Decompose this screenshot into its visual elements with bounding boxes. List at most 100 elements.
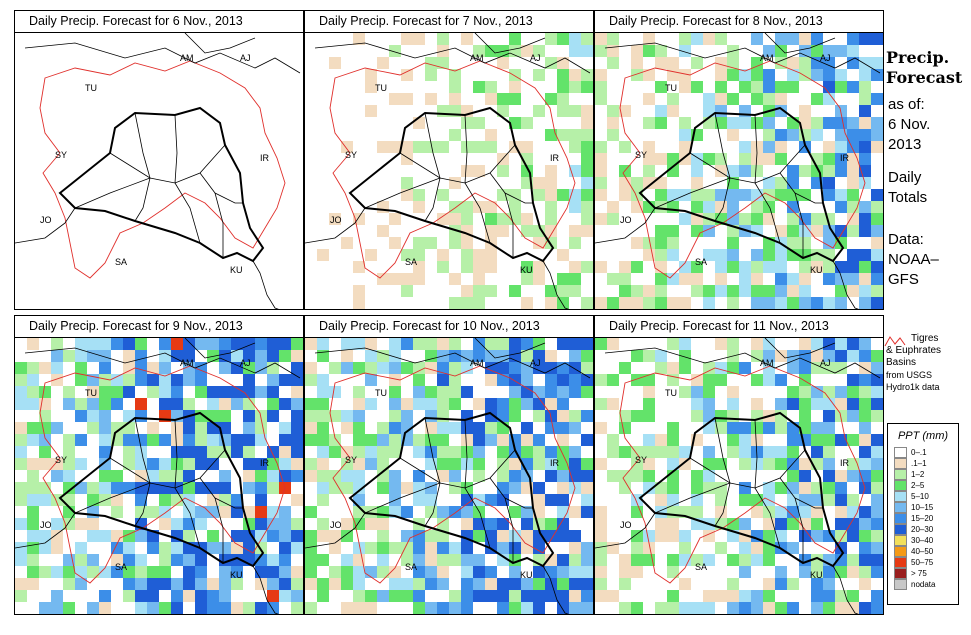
precip-cell — [691, 554, 703, 566]
precip-cell — [847, 374, 859, 386]
legend-item: 15–20 — [894, 513, 958, 524]
precip-cell — [871, 542, 883, 554]
precip-cell — [147, 422, 159, 434]
precip-cell — [159, 542, 171, 554]
precip-cell — [267, 374, 279, 386]
precip-cell — [775, 261, 787, 273]
precip-cell — [545, 590, 557, 602]
precip-cell — [329, 362, 341, 374]
precip-cell — [775, 81, 787, 93]
country-label-tu: TU — [85, 388, 97, 398]
precip-cell — [643, 434, 655, 446]
precip-cell — [449, 177, 461, 189]
precip-cell — [787, 225, 799, 237]
legend-label: 1–2 — [911, 470, 925, 479]
precip-cell — [859, 153, 871, 165]
precip-cell — [413, 273, 425, 285]
precip-cell — [859, 249, 871, 261]
precip-cells — [15, 338, 303, 614]
precip-cells — [305, 338, 593, 614]
legend-swatch — [894, 579, 907, 590]
precip-cell — [751, 297, 763, 309]
precip-cell — [739, 566, 751, 578]
country-label-sy: SY — [345, 455, 357, 465]
precip-cell — [291, 494, 303, 506]
precip-cell — [341, 410, 353, 422]
precip-cell — [461, 285, 473, 297]
precip-cell — [509, 410, 521, 422]
precip-cell — [581, 410, 593, 422]
precip-cell — [255, 530, 267, 542]
precip-cell — [329, 446, 341, 458]
precip-cell — [703, 446, 715, 458]
precip-cell — [27, 398, 39, 410]
panel-title: Daily Precip. Forecast for 11 Nov., 2013 — [595, 316, 883, 338]
precip-cell — [87, 602, 99, 614]
precip-cell — [317, 470, 329, 482]
precip-cell — [449, 446, 461, 458]
country-label-ku: KU — [810, 265, 823, 275]
precip-cell — [413, 374, 425, 386]
precip-cell — [691, 261, 703, 273]
precip-cell — [715, 261, 727, 273]
precip-cell — [111, 470, 123, 482]
precip-cell — [679, 45, 691, 57]
precip-cell — [545, 33, 557, 45]
precip-cell — [111, 554, 123, 566]
precip-cell — [835, 386, 847, 398]
precip-cell — [871, 129, 883, 141]
precip-cell — [763, 338, 775, 350]
precip-cell — [329, 57, 341, 69]
precip-cell — [545, 530, 557, 542]
precip-cell — [377, 518, 389, 530]
legend-item: 0–.1 — [894, 447, 958, 458]
precip-cell — [823, 177, 835, 189]
precip-cell — [195, 602, 207, 614]
precip-cell — [279, 374, 291, 386]
precip-cell — [715, 362, 727, 374]
precip-cell — [679, 297, 691, 309]
precip-cell — [545, 129, 557, 141]
precip-cell — [569, 45, 581, 57]
precip-cell — [425, 602, 437, 614]
precip-cell — [255, 470, 267, 482]
precip-cell — [63, 566, 75, 578]
precip-cell — [643, 386, 655, 398]
precip-cell — [775, 33, 787, 45]
precip-cell — [787, 249, 799, 261]
panel-title: Daily Precip. Forecast for 8 Nov., 2013 — [595, 11, 883, 33]
precip-cell — [219, 362, 231, 374]
precip-cell — [533, 578, 545, 590]
precip-cell — [377, 554, 389, 566]
precip-cell — [607, 57, 619, 69]
precip-cell — [341, 458, 353, 470]
forecast-panel-3: Daily Precip. Forecast for 8 Nov., 2013 A… — [594, 10, 884, 310]
precip-cell — [847, 410, 859, 422]
precip-cell — [401, 177, 413, 189]
country-label-ir: IR — [550, 458, 560, 468]
precip-cell — [365, 81, 377, 93]
precip-cell — [871, 434, 883, 446]
precip-cell — [763, 590, 775, 602]
precip-cell — [703, 285, 715, 297]
precip-cell — [787, 165, 799, 177]
precip-cell — [401, 578, 413, 590]
precip-cell — [521, 350, 533, 362]
admin-border — [654, 482, 731, 514]
precip-cell — [401, 69, 413, 81]
country-label-aj: AJ — [240, 358, 251, 368]
precip-cell — [305, 470, 317, 482]
precip-cell — [27, 518, 39, 530]
precip-cell — [231, 386, 243, 398]
precip-cell — [461, 602, 473, 614]
precip-cell — [557, 530, 569, 542]
precip-cell — [715, 57, 727, 69]
precip-cell — [679, 578, 691, 590]
precip-cell — [231, 602, 243, 614]
precip-cell — [871, 297, 883, 309]
sidebar-title-line2: Forecast — [886, 68, 963, 87]
precip-cell — [365, 458, 377, 470]
precip-cell — [835, 470, 847, 482]
precip-cell — [207, 506, 219, 518]
legend-item: 40–50 — [894, 546, 958, 557]
